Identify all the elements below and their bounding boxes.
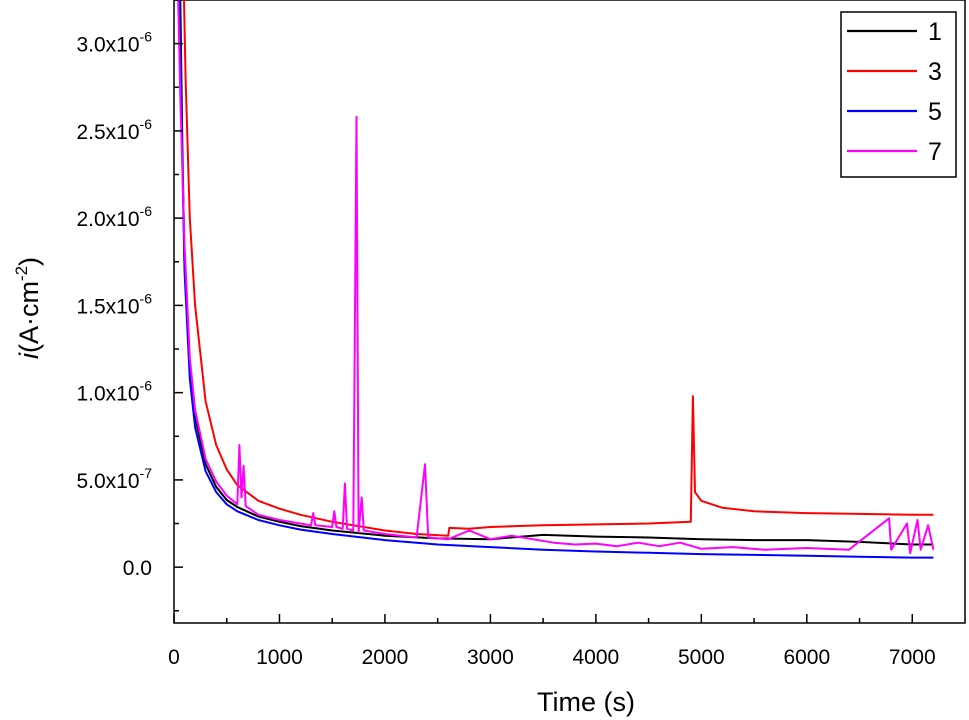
legend-label-5: 5 [928, 98, 942, 126]
y-tick-label: 5.0x10-7 [76, 465, 152, 493]
legend-box [840, 11, 957, 178]
series-line-7 [177, 0, 935, 555]
x-tick-label: 6000 [783, 646, 830, 669]
legend-label-1: 1 [928, 18, 942, 46]
x-tick-label: 5000 [678, 646, 725, 669]
y-tick-mantissa: 3.0x10 [76, 34, 139, 57]
y-tick-label: 2.0x10-6 [76, 203, 152, 231]
y-axis-label-tail: ) [14, 257, 44, 266]
y-tick-mantissa: 0.0 [123, 557, 152, 580]
y-tick-exponent: -6 [140, 290, 153, 306]
y-tick-label: 1.5x10-6 [76, 290, 152, 318]
x-tick-label: 2000 [362, 646, 409, 669]
y-tick-exponent: -6 [140, 203, 153, 219]
legend-label-7: 7 [928, 138, 942, 166]
series-line-1 [179, 0, 934, 546]
y-tick-exponent: -6 [140, 378, 153, 394]
y-axis-label-sup: -2 [12, 266, 31, 281]
series-layer [177, 0, 935, 559]
y-tick-mantissa: 5.0x10 [76, 470, 139, 493]
legend-label-3: 3 [928, 58, 942, 86]
y-tick-label: 1.0x10-6 [76, 378, 152, 406]
series-line-3 [183, 0, 934, 537]
y-axis-label-main: (A·cm [14, 281, 44, 353]
y-axis-label: i(A·cm-2) [12, 257, 44, 359]
y-axis-label-italic: i [14, 352, 44, 359]
x-axis-label: Time (s) [537, 687, 635, 717]
x-tick-label: 3000 [467, 646, 514, 669]
y-tick-exponent: -6 [140, 116, 153, 132]
x-tick-label: 7000 [889, 646, 936, 669]
x-tick-label: 0 [168, 646, 180, 669]
x-tick-label: 4000 [573, 646, 620, 669]
y-tick-exponent: -6 [140, 29, 153, 45]
y-tick-mantissa: 1.0x10 [76, 383, 139, 406]
y-tick-mantissa: 2.5x10 [76, 121, 139, 144]
y-tick-exponent: -7 [140, 465, 153, 481]
x-tick-label: 1000 [256, 646, 303, 669]
y-tick-label: 0.0 [123, 557, 152, 580]
y-tick-label: 2.5x10-6 [76, 116, 152, 144]
y-tick-mantissa: 2.0x10 [76, 208, 139, 231]
y-tick-mantissa: 1.5x10 [76, 295, 139, 318]
legend: 1 3 5 7 [840, 11, 957, 178]
x-axis-ticks: 0 1000 2000 3000 4000 5000 6000 7000 [168, 614, 936, 669]
plot-area [173, 0, 966, 624]
y-axis-ticks: 0.05.0x10-71.0x10-61.5x10-62.0x10-62.5x1… [76, 0, 183, 612]
y-tick-label: 3.0x10-6 [76, 29, 152, 57]
series-line-5 [178, 0, 934, 559]
